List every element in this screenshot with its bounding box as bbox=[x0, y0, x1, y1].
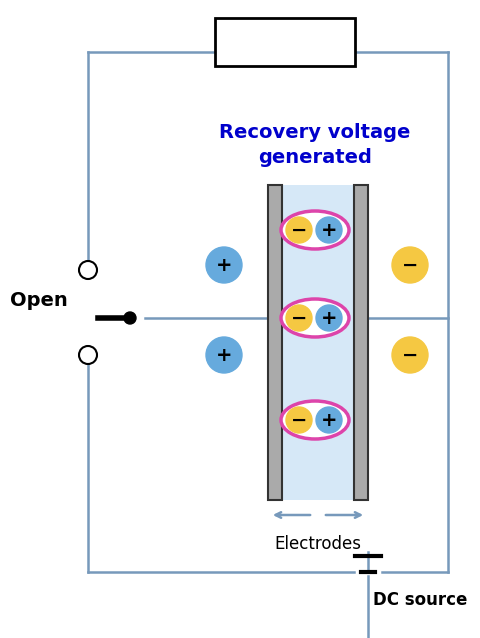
Text: −: − bbox=[401, 255, 417, 274]
Ellipse shape bbox=[280, 401, 348, 439]
Text: −: − bbox=[290, 410, 307, 429]
Text: Open: Open bbox=[10, 290, 68, 309]
Text: +: + bbox=[216, 255, 232, 274]
Text: Load: Load bbox=[260, 32, 309, 52]
Bar bbox=[215, 18, 354, 66]
Circle shape bbox=[315, 305, 341, 331]
Circle shape bbox=[315, 407, 341, 433]
Circle shape bbox=[205, 247, 241, 283]
Circle shape bbox=[79, 346, 97, 364]
Text: Electrodes: Electrodes bbox=[274, 535, 361, 553]
Circle shape bbox=[205, 337, 241, 373]
Circle shape bbox=[286, 305, 312, 331]
Circle shape bbox=[391, 337, 427, 373]
Circle shape bbox=[315, 217, 341, 243]
Circle shape bbox=[286, 217, 312, 243]
Circle shape bbox=[79, 261, 97, 279]
Circle shape bbox=[124, 312, 136, 324]
Text: −: − bbox=[290, 309, 307, 327]
Text: DC source: DC source bbox=[372, 591, 466, 609]
Text: +: + bbox=[320, 221, 336, 239]
Ellipse shape bbox=[280, 211, 348, 249]
Ellipse shape bbox=[280, 299, 348, 337]
Text: +: + bbox=[320, 410, 336, 429]
Text: −: − bbox=[401, 346, 417, 364]
Text: Recovery voltage
generated: Recovery voltage generated bbox=[219, 123, 410, 167]
Text: +: + bbox=[320, 309, 336, 327]
Circle shape bbox=[391, 247, 427, 283]
Bar bbox=[353, 185, 367, 500]
Text: −: − bbox=[290, 221, 307, 239]
Bar bbox=[281, 185, 353, 500]
Circle shape bbox=[286, 407, 312, 433]
Bar bbox=[267, 185, 281, 500]
Text: +: + bbox=[216, 346, 232, 364]
